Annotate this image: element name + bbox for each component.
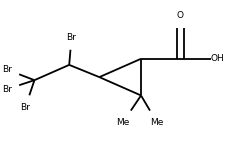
Text: Me: Me — [116, 118, 129, 128]
Text: O: O — [177, 12, 184, 20]
Text: Me: Me — [151, 118, 164, 128]
Text: Br: Br — [2, 85, 12, 94]
Text: Br: Br — [20, 103, 30, 112]
Text: Br: Br — [2, 65, 12, 74]
Text: Br: Br — [67, 33, 77, 42]
Text: OH: OH — [211, 54, 224, 63]
